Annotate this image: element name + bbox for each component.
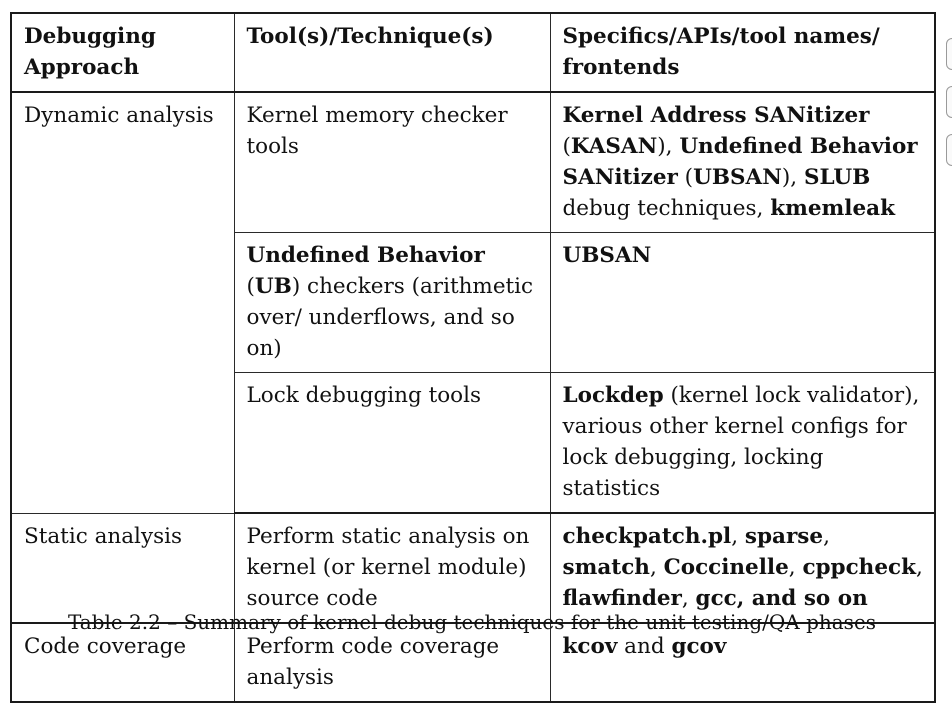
sep-3: , <box>649 555 664 580</box>
kasan-close: ), <box>657 134 680 159</box>
cell-tool-static-analysis: Perform static analysis on kernel (or ke… <box>233 512 551 624</box>
debug-techniques-table: Debugging Approach Tool(s)/Technique(s) … <box>10 12 936 703</box>
checkpatch-name: checkpatch.pl <box>562 524 732 549</box>
sep-1: , <box>731 524 745 549</box>
cell-specifics-memory-checker: Kernel Address SANitizer (KASAN), Undefi… <box>549 91 936 233</box>
sparse-name: sparse <box>744 524 824 549</box>
edge-handle[interactable] <box>946 38 952 70</box>
ub-tool-close: ) <box>291 274 301 299</box>
slub-name: SLUB <box>803 165 871 190</box>
ubsan-label: UBSAN <box>562 243 652 268</box>
ub-tool-bold: Undefined Behavior <box>246 243 485 268</box>
cell-specifics-ub-checkers: UBSAN <box>549 232 936 373</box>
ub-tool-abbr: UB <box>254 274 292 299</box>
lockdep-rest: (kernel lock validator), various other k… <box>562 383 920 501</box>
ubsan-close: ), <box>781 165 804 190</box>
table-row: Undefined Behavior (UB) checkers (arithm… <box>11 232 936 373</box>
slub-suffix: debug techniques, <box>562 196 771 221</box>
flawfinder-name: flawfinder <box>562 586 682 611</box>
kcov-name: kcov <box>562 634 618 659</box>
header-tools-techniques: Tool(s)/Technique(s) <box>233 12 551 93</box>
kasan-open: ( <box>562 134 571 159</box>
cell-specifics-lock-debugging: Lockdep (kernel lock validator), various… <box>549 372 936 514</box>
document-page: Debugging Approach Tool(s)/Technique(s) … <box>10 12 952 703</box>
header-specifics: Specifics/APIs/tool names/ frontends <box>549 12 936 93</box>
sep-6: , <box>681 586 696 611</box>
cppcheck-name: cppcheck <box>802 555 916 580</box>
cell-tool-ub-checkers: Undefined Behavior (UB) checkers (arithm… <box>233 232 551 373</box>
lockdep-name: Lockdep <box>562 383 664 408</box>
coccinelle-name: Coccinelle <box>663 555 789 580</box>
and-text: and <box>617 634 672 659</box>
kmemleak-name: kmemleak <box>770 196 895 221</box>
table-row: Dynamic analysis Kernel memory checker t… <box>10 91 936 514</box>
cell-approach-dynamic-analysis: Dynamic analysis <box>10 91 235 514</box>
ubsan-name: Undefined Behavior SANitizer <box>562 134 918 190</box>
cell-tool-memory-checker: Kernel memory checker tools <box>233 91 551 233</box>
header-debugging-approach: Debugging Approach <box>10 12 235 93</box>
kasan-name: Kernel Address SANitizer <box>562 103 870 128</box>
edge-handle[interactable] <box>946 86 952 118</box>
ubsan-abbr: UBSAN <box>693 165 782 190</box>
table-header-row: Debugging Approach Tool(s)/Technique(s) … <box>10 12 936 93</box>
table-row: Lock debugging tools Lockdep (kernel loc… <box>11 372 936 514</box>
sep-5: , <box>915 555 923 580</box>
cell-tool-lock-debugging: Lock debugging tools <box>233 372 551 514</box>
gcc-name: gcc, and so on <box>695 586 868 611</box>
table-row: Static analysis Perform static analysis … <box>10 512 936 624</box>
ub-tool-rest: checkers (arithmetic over/ underflows, a… <box>246 274 534 361</box>
kasan-abbr: KASAN <box>570 134 658 159</box>
ubsan-open: ( <box>677 165 694 190</box>
cell-specifics-static-analysis: checkpatch.pl, sparse, smatch, Coccinell… <box>549 512 936 624</box>
cell-approach-static-analysis: Static analysis <box>10 512 235 624</box>
sep-4: , <box>788 555 803 580</box>
smatch-name: smatch <box>562 555 650 580</box>
sep-2: , <box>823 524 830 549</box>
ub-tool-open: ( <box>246 274 255 299</box>
gcov-name: gcov <box>671 634 727 659</box>
edge-handle[interactable] <box>946 134 952 166</box>
table-caption: Table 2.2 – Summary of kernel debug tech… <box>67 610 877 634</box>
